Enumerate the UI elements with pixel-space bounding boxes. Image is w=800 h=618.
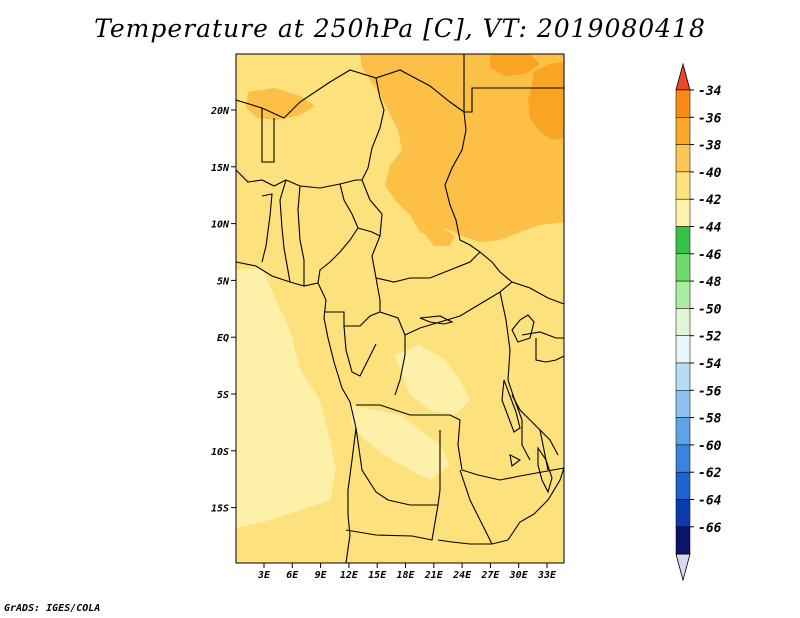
lat-label: 20N (210, 106, 230, 117)
colorbar-swatch (675, 198, 691, 227)
colorbar-label: -60 (698, 439, 722, 454)
lon-label: 3E (257, 570, 271, 581)
colorbar-swatch (675, 335, 691, 364)
colorbar-swatch (675, 526, 691, 555)
colorbar-swatch (675, 471, 691, 500)
colorbar-label: -50 (698, 302, 722, 317)
lon-label: 9E (315, 570, 328, 581)
lat-label: 10N (211, 220, 230, 231)
colorbar-swatch (675, 499, 691, 528)
colorbar-label: -46 (698, 248, 722, 263)
colorbar-swatch (675, 89, 691, 118)
colorbar-label: -56 (698, 384, 722, 399)
colorbar-label: -38 (698, 139, 722, 154)
colorbar-swatch (675, 226, 691, 255)
lon-label: 15E (368, 570, 387, 581)
colorbar-swatch (675, 308, 691, 336)
hot-temperature-region (528, 62, 564, 140)
lat-label: 15N (211, 163, 230, 174)
colorbar-swatch (675, 390, 691, 418)
colorbar-label: -66 (698, 521, 722, 536)
light-temperature-region (236, 268, 336, 528)
colorbar-swatch (675, 280, 691, 309)
light-temperature-region (350, 405, 450, 480)
colorbar-label: -40 (698, 166, 722, 181)
lat-label: 5N (217, 276, 230, 287)
colorbar-swatch (675, 444, 691, 473)
colorbar-label: -58 (698, 412, 722, 427)
warm-temperature-region (246, 88, 315, 120)
lat-label: 15S (211, 504, 229, 515)
colorbar-top-arrow (675, 62, 691, 91)
colorbar-swatch (675, 171, 691, 200)
colorbar-swatch (675, 253, 691, 282)
colorbar-swatch (675, 117, 691, 145)
lat-label: 10S (211, 447, 229, 458)
lakes (419, 314, 553, 494)
lon-label: 24E (452, 570, 472, 581)
colorbar-label: -36 (698, 111, 722, 126)
latitude-axis: 20N 15N 10N 5N EQ 5S 10S 15S (210, 106, 236, 515)
lon-label: 30E (509, 570, 529, 581)
colorbar: -34 -36 -38 -40 -42 -44 -46 -48 -50 -52 -54 -56 -58 -… (675, 62, 722, 582)
longitude-axis: 3E 6E 9E 12E 15E 18E 21E 24E 27E 30E 33E (257, 563, 557, 581)
lon-label: 21E (424, 570, 444, 581)
lon-label: 27E (480, 570, 500, 581)
colorbar-label: -54 (698, 357, 722, 372)
colorbar-swatch (675, 144, 691, 173)
colorbar-swatch (675, 417, 691, 446)
map-frame (235, 53, 565, 564)
hot-temperature-region (490, 54, 540, 76)
lon-label: 6E (286, 570, 299, 581)
colorbar-label: -62 (698, 466, 722, 481)
colorbar-label: -44 (698, 221, 722, 236)
lon-label: 18E (396, 570, 415, 581)
lon-label: 33E (537, 570, 557, 581)
colorbar-label: -52 (698, 330, 722, 345)
colorbar-swatch (675, 362, 691, 391)
credit-label: GrADS: IGES/COLA (4, 603, 101, 614)
warm-temperature-region (425, 226, 455, 246)
colorbar-label: -42 (698, 193, 722, 208)
colorbar-bottom-arrow (675, 553, 691, 582)
lat-label: EQ (217, 333, 229, 344)
colorbar-label: -64 (698, 494, 722, 509)
colorbar-label: -34 (698, 84, 722, 99)
lon-label: 12E (340, 570, 359, 581)
map-title: Temperature at 250hPa [C], VT: 201908041… (94, 14, 706, 43)
lat-label: 5S (217, 390, 229, 401)
map-area: 20N 15N 10N 5N EQ 5S 10S 15S 3E 6E 9E 12E 15E 18E 21E… (210, 53, 565, 581)
light-temperature-region (395, 345, 470, 415)
colorbar-label: -48 (698, 275, 722, 290)
